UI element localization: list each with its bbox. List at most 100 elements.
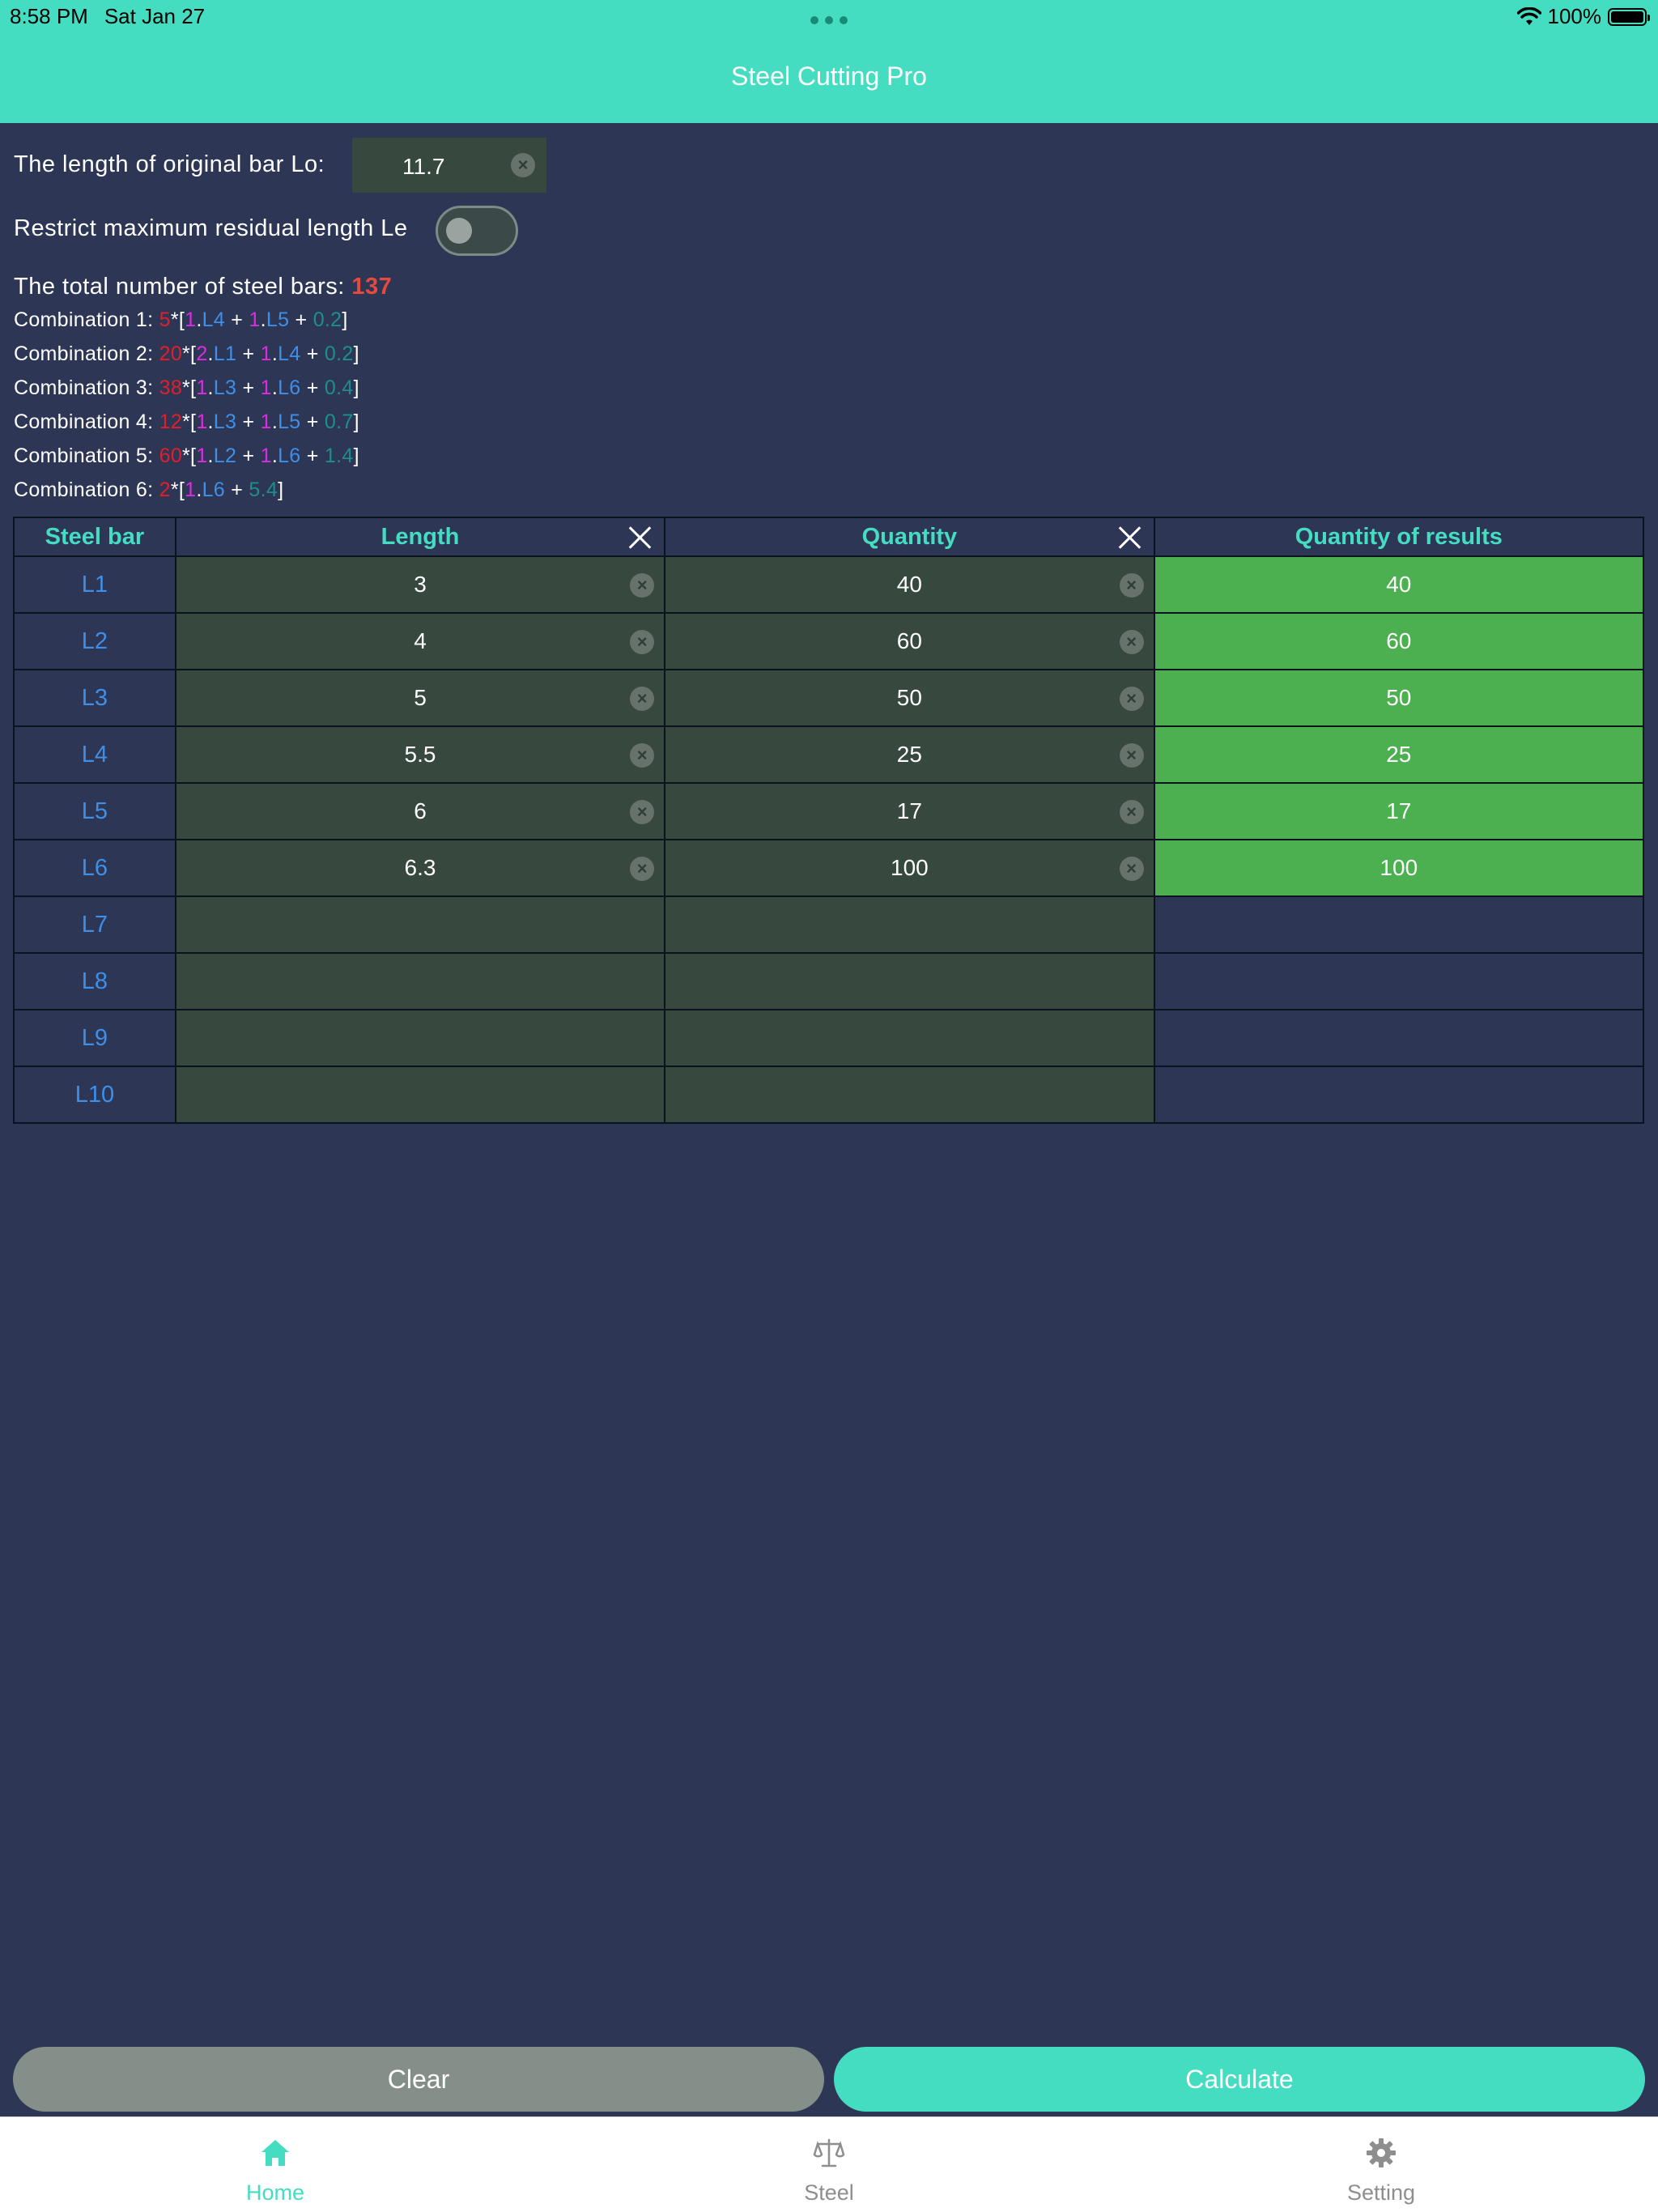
length-input[interactable]: 6.3 ×: [174, 839, 666, 897]
clear-field-icon[interactable]: ×: [1119, 573, 1144, 598]
spacer: [153, 445, 159, 467]
combination-count: 60: [159, 445, 183, 467]
combination-label: Combination 4:: [14, 410, 154, 433]
clear-field-icon[interactable]: ×: [630, 630, 655, 654]
combination-multiplier: 1: [196, 410, 208, 433]
combination-multiplier: 1: [260, 376, 272, 399]
status-time: 8:58 PM: [10, 4, 88, 28]
combination-bar: L4: [202, 308, 225, 331]
clear-button[interactable]: Clear: [13, 2047, 824, 2112]
result-cell: [1153, 952, 1645, 1010]
plus-sign: +: [300, 445, 325, 467]
clear-field-icon[interactable]: ×: [1119, 857, 1144, 881]
status-indicators: 100%: [1516, 4, 1650, 29]
tab-bar: Home Steel: [0, 2116, 1658, 2212]
result-cell: 17: [1153, 782, 1645, 840]
combination-multiplier: 1: [196, 376, 208, 399]
tab-steel[interactable]: Steel: [708, 2117, 950, 2212]
clear-field-icon[interactable]: ×: [1119, 630, 1144, 654]
length-input[interactable]: [174, 895, 666, 954]
bracket-close: ]: [353, 376, 359, 399]
header-quantity: Quantity: [664, 517, 1155, 557]
tab-setting-label: Setting: [1346, 2180, 1416, 2205]
quantity-input[interactable]: 60 ×: [664, 612, 1155, 670]
clear-field-icon[interactable]: ×: [630, 857, 655, 881]
quantity-input[interactable]: 50 ×: [664, 669, 1155, 727]
restrict-residual-toggle[interactable]: [436, 206, 518, 256]
original-bar-input[interactable]: 11.7 ×: [352, 138, 546, 193]
length-input[interactable]: 3 ×: [174, 555, 666, 614]
bracket-close: ]: [353, 410, 359, 433]
combination-rest: 0.7: [324, 410, 354, 433]
length-input[interactable]: 5 ×: [174, 669, 666, 727]
steel-bar-name: L8: [13, 952, 176, 1010]
combination-label: Combination 2:: [14, 342, 154, 365]
length-value: 5.5: [404, 742, 436, 767]
multitasking-dots-icon[interactable]: [810, 16, 848, 24]
dot: .: [196, 308, 202, 331]
combination-bar: L3: [213, 376, 237, 399]
quantity-input[interactable]: [664, 895, 1155, 954]
steel-bar-table: Steel bar Length Quantity Quantity of re…: [13, 517, 1645, 1124]
table-row: L10: [13, 1066, 1645, 1124]
plus-sign: +: [236, 445, 261, 467]
dot: .: [260, 308, 266, 331]
combination-rest: 0.4: [324, 376, 354, 399]
table-row: L2 4 × 60 × 60: [13, 612, 1645, 670]
length-input[interactable]: 4 ×: [174, 612, 666, 670]
length-input[interactable]: 6 ×: [174, 782, 666, 840]
clear-field-icon[interactable]: ×: [1119, 800, 1144, 824]
battery-percent: 100%: [1547, 4, 1602, 28]
battery-icon: [1608, 7, 1650, 26]
clear-field-icon[interactable]: ×: [630, 573, 655, 598]
clear-field-icon[interactable]: ×: [1119, 743, 1144, 768]
header-quantity-label: Quantity: [861, 523, 958, 550]
quantity-input[interactable]: 17 ×: [664, 782, 1155, 840]
combination-line: Combination 5: 60*[1.L2 + 1.L6 + 1.4]: [14, 445, 359, 468]
spacer: [153, 342, 159, 365]
length-input[interactable]: [174, 1066, 666, 1124]
bracket-close: ]: [353, 342, 359, 365]
dot: .: [271, 410, 278, 433]
combination-label: Combination 5:: [14, 445, 154, 467]
combination-line: Combination 3: 38*[1.L3 + 1.L6 + 0.4]: [14, 376, 359, 400]
clear-field-icon[interactable]: ×: [1119, 687, 1144, 711]
combination-label: Combination 3:: [14, 376, 154, 399]
combination-multiplier: 1: [260, 445, 272, 467]
bracket-open: *[: [182, 410, 197, 433]
clear-field-icon[interactable]: ×: [630, 687, 655, 711]
quantity-input[interactable]: [664, 1009, 1155, 1067]
clear-field-icon[interactable]: ×: [630, 800, 655, 824]
status-bar-clock: 8:58 PM Sat Jan 27: [10, 4, 205, 29]
plus-sign: +: [236, 410, 261, 433]
tab-setting[interactable]: Setting: [1260, 2117, 1503, 2212]
bracket-close: ]: [353, 445, 359, 467]
dot: .: [271, 342, 278, 365]
length-input[interactable]: [174, 952, 666, 1010]
combination-count: 5: [159, 308, 171, 331]
plus-sign: +: [300, 376, 325, 399]
quantity-input[interactable]: 25 ×: [664, 725, 1155, 784]
clear-field-icon[interactable]: ×: [630, 743, 655, 768]
clear-lengths-icon[interactable]: [627, 524, 653, 550]
length-value: 6.3: [404, 855, 436, 880]
top-bar: 8:58 PM Sat Jan 27 100% Steel Cutting Pro: [0, 0, 1658, 123]
combination-bar: L5: [266, 308, 290, 331]
combination-bar: L3: [213, 410, 237, 433]
clear-field-icon[interactable]: ×: [511, 153, 535, 177]
clear-quantities-icon[interactable]: [1116, 524, 1142, 550]
result-cell: 25: [1153, 725, 1645, 784]
quantity-input[interactable]: 100 ×: [664, 839, 1155, 897]
quantity-input[interactable]: [664, 1066, 1155, 1124]
plus-sign: +: [300, 410, 325, 433]
calculate-button[interactable]: Calculate: [834, 2047, 1645, 2112]
quantity-input[interactable]: [664, 952, 1155, 1010]
quantity-input[interactable]: 40 ×: [664, 555, 1155, 614]
length-input[interactable]: 5.5 ×: [174, 725, 666, 784]
result-cell: 100: [1153, 839, 1645, 897]
total-bars: The total number of steel bars: 137: [14, 274, 392, 300]
length-input[interactable]: [174, 1009, 666, 1067]
steel-bar-name: L1: [13, 555, 176, 614]
quantity-value: 17: [896, 798, 922, 823]
tab-home[interactable]: Home: [154, 2117, 397, 2212]
